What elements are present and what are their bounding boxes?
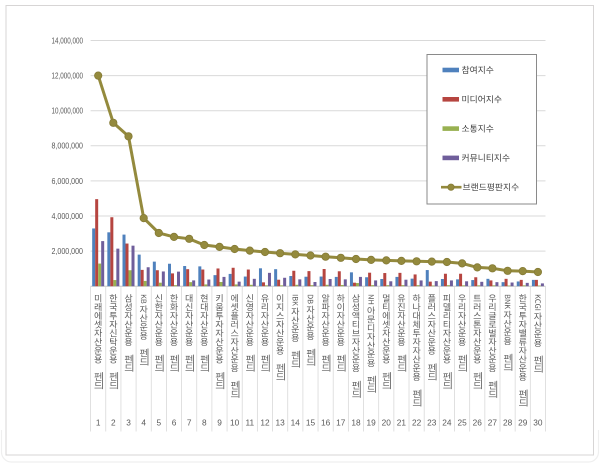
svg-text:15: 15 bbox=[306, 418, 316, 428]
svg-text:24: 24 bbox=[442, 418, 452, 428]
svg-text:12,000,000: 12,000,000 bbox=[52, 71, 84, 81]
svg-text:14,000,000: 14,000,000 bbox=[52, 35, 84, 45]
svg-text:4,000,000: 4,000,000 bbox=[52, 211, 84, 221]
svg-text:6,000,000: 6,000,000 bbox=[52, 176, 84, 186]
svg-text:2,000,000: 2,000,000 bbox=[52, 246, 84, 256]
svg-text:10,000,000: 10,000,000 bbox=[52, 106, 84, 116]
svg-text:1: 1 bbox=[96, 418, 101, 428]
svg-text:2: 2 bbox=[111, 418, 116, 428]
svg-text:25: 25 bbox=[457, 418, 467, 428]
svg-text:16: 16 bbox=[321, 418, 331, 428]
svg-text:13: 13 bbox=[275, 418, 285, 428]
svg-text:20: 20 bbox=[382, 418, 392, 428]
svg-text:3: 3 bbox=[126, 418, 131, 428]
svg-text:9: 9 bbox=[217, 418, 222, 428]
svg-text:8,000,000: 8,000,000 bbox=[52, 141, 84, 151]
svg-text:14: 14 bbox=[291, 418, 301, 428]
svg-text:30: 30 bbox=[533, 418, 543, 428]
svg-text:19: 19 bbox=[366, 418, 376, 428]
svg-text:26: 26 bbox=[473, 418, 483, 428]
svg-text:8: 8 bbox=[202, 418, 207, 428]
svg-text:6: 6 bbox=[172, 418, 177, 428]
svg-text:27: 27 bbox=[488, 418, 498, 428]
svg-text:18: 18 bbox=[351, 418, 361, 428]
svg-text:17: 17 bbox=[336, 418, 346, 428]
svg-text:7: 7 bbox=[187, 418, 192, 428]
svg-text:4: 4 bbox=[141, 418, 146, 428]
svg-text:10: 10 bbox=[230, 418, 240, 428]
svg-text:29: 29 bbox=[518, 418, 528, 428]
svg-text:21: 21 bbox=[397, 418, 407, 428]
svg-text:28: 28 bbox=[503, 418, 513, 428]
svg-text:23: 23 bbox=[427, 418, 437, 428]
svg-text:5: 5 bbox=[156, 418, 161, 428]
svg-text:11: 11 bbox=[245, 418, 254, 428]
svg-text:12: 12 bbox=[260, 418, 270, 428]
svg-text:22: 22 bbox=[412, 418, 422, 428]
